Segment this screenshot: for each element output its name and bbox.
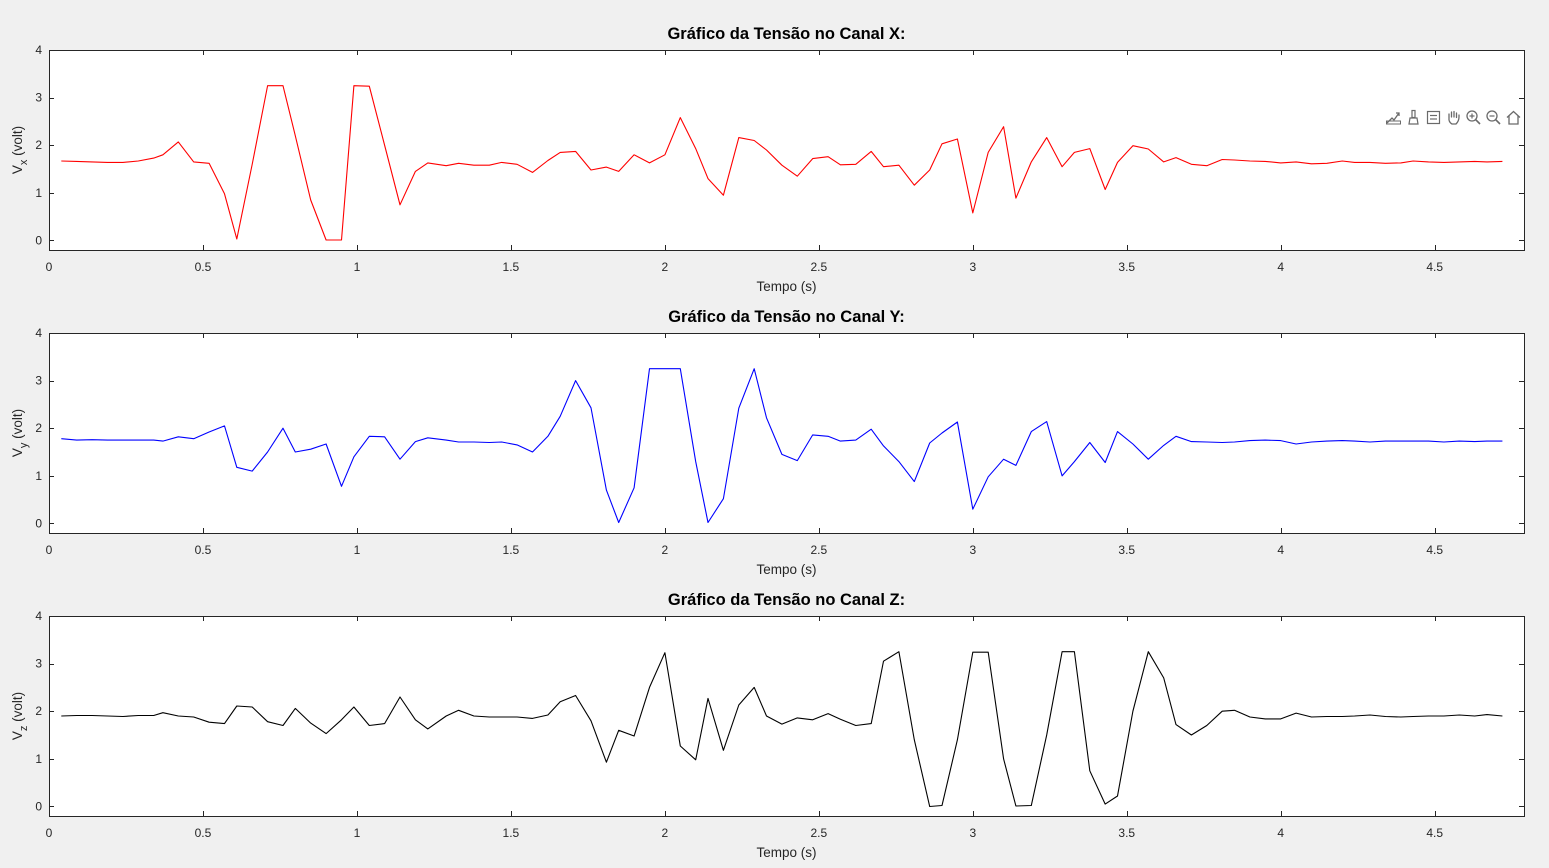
x-tick-label: 4.5	[1426, 826, 1443, 840]
y-axis-label-unit: (volt)	[10, 692, 25, 726]
series-line	[61, 368, 1503, 524]
y-axis-label-main: V	[10, 448, 25, 457]
y-axis-label: Vy (volt)	[10, 409, 30, 457]
x-tick-label: 2.5	[810, 543, 827, 557]
y-tick-label: 3	[35, 91, 42, 105]
zoom-in-icon[interactable]	[1464, 108, 1483, 127]
x-tick-label: 1	[354, 826, 361, 840]
export-icon[interactable]	[1384, 108, 1403, 127]
axes-toolbar	[1384, 107, 1523, 127]
series-line	[61, 85, 1503, 241]
y-axis-label-unit: (volt)	[10, 409, 25, 443]
chart-title: Gráfico da Tensão no Canal X:	[667, 25, 905, 43]
subplot-channel-y: Gráfico da Tensão no Canal Y: 0 0.5 1 1.5 2 2.…	[10, 308, 1525, 577]
x-tick-label: 0	[46, 260, 53, 274]
x-tick-label: 0	[46, 543, 53, 557]
y-axis-label-main: V	[10, 165, 25, 174]
zoom-out-icon[interactable]	[1484, 108, 1503, 127]
y-axis-label: Vz (volt)	[10, 692, 30, 740]
x-axis-label: Tempo (s)	[756, 845, 816, 860]
subplot-channel-z: Gráfico da Tensão no Canal Z: 0 0.5 1 1.5 2 2.…	[10, 591, 1525, 860]
x-tick-label: 2	[662, 826, 669, 840]
x-tick-label: 1	[354, 543, 361, 557]
x-tick-label: 1.5	[503, 260, 520, 274]
y-tick-label: 0	[35, 799, 42, 813]
y-axis-label-sub: x	[18, 159, 30, 165]
x-tick-label: 3	[969, 543, 976, 557]
x-tick-label: 0.5	[195, 826, 212, 840]
x-tick-label: 0	[46, 826, 53, 840]
y-tick-label: 2	[35, 421, 42, 435]
x-tick-label: 4	[1277, 543, 1284, 557]
y-axis-label-main: V	[10, 731, 25, 740]
y-axis-label: Vx (volt)	[10, 126, 30, 174]
home-icon[interactable]	[1504, 108, 1523, 127]
x-tick-label: 4	[1277, 260, 1284, 274]
y-axis-label-sub: z	[18, 726, 30, 732]
x-tick-label: 2	[662, 543, 669, 557]
y-tick-label: 4	[35, 43, 42, 57]
y-tick-label: 1	[35, 752, 42, 766]
pan-icon[interactable]	[1444, 108, 1463, 127]
x-tick-label: 3	[969, 826, 976, 840]
y-tick-label: 2	[35, 138, 42, 152]
x-axis-label: Tempo (s)	[756, 279, 816, 294]
x-axis-label: Tempo (s)	[756, 562, 816, 577]
x-tick-label: 3	[969, 260, 976, 274]
x-tick-label: 2	[662, 260, 669, 274]
y-tick-label: 3	[35, 657, 42, 671]
y-tick-label: 2	[35, 704, 42, 718]
y-tick-label: 4	[35, 326, 42, 340]
chart-title: Gráfico da Tensão no Canal Z:	[668, 591, 905, 609]
x-tick-label: 3.5	[1118, 826, 1135, 840]
axes-box	[49, 616, 1525, 817]
x-tick-label: 2.5	[810, 826, 827, 840]
y-tick-label: 0	[35, 233, 42, 247]
x-tick-label: 4	[1277, 826, 1284, 840]
subplot-channel-x: Gráfico da Tensão no Canal X: 0 0.5 1 1.5 2 2.…	[10, 25, 1525, 294]
x-tick-label: 4.5	[1426, 543, 1443, 557]
y-tick-label: 3	[35, 374, 42, 388]
brush-icon[interactable]	[1404, 108, 1423, 127]
x-tick-label: 1.5	[503, 826, 520, 840]
y-axis-label-sub: y	[18, 442, 30, 448]
y-tick-label: 1	[35, 186, 42, 200]
datatip-icon[interactable]	[1424, 108, 1443, 127]
x-tick-label: 3.5	[1118, 260, 1135, 274]
series-line	[61, 651, 1503, 808]
x-tick-label: 1	[354, 260, 361, 274]
y-tick-label: 0	[35, 516, 42, 530]
chart-title: Gráfico da Tensão no Canal Y:	[668, 308, 905, 326]
y-axis-label-unit: (volt)	[10, 126, 25, 160]
x-tick-label: 1.5	[503, 543, 520, 557]
y-tick-label: 1	[35, 469, 42, 483]
x-tick-label: 3.5	[1118, 543, 1135, 557]
x-tick-label: 0.5	[195, 543, 212, 557]
y-tick-label: 4	[35, 609, 42, 623]
x-tick-label: 4.5	[1426, 260, 1443, 274]
axes-box	[49, 333, 1525, 534]
axes-box	[49, 50, 1525, 251]
x-tick-label: 0.5	[195, 260, 212, 274]
x-tick-label: 2.5	[810, 260, 827, 274]
